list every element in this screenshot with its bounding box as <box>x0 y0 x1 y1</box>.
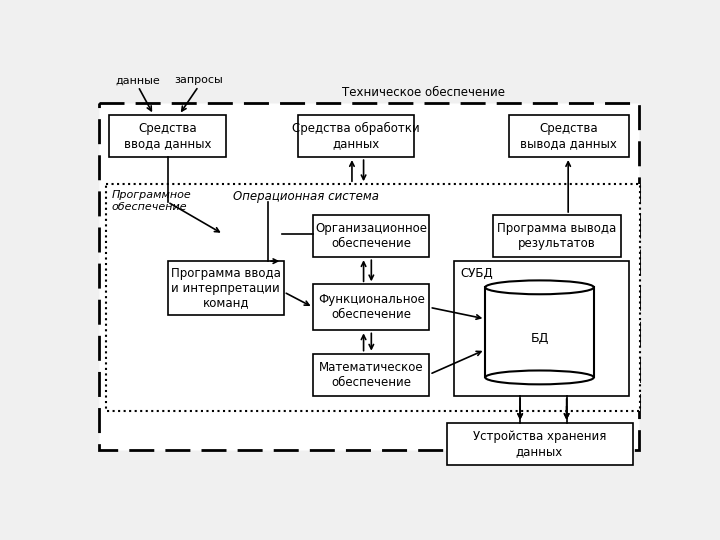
Text: Программа вывода
результатов: Программа вывода результатов <box>498 222 616 250</box>
Bar <box>493 215 621 257</box>
Bar <box>313 284 429 330</box>
Bar <box>485 286 594 289</box>
Text: БД: БД <box>531 332 549 345</box>
Text: Программное
обеспечение: Программное обеспечение <box>112 190 192 212</box>
Text: Средства
ввода данных: Средства ввода данных <box>124 122 211 150</box>
Text: Математическое
обеспечение: Математическое обеспечение <box>319 361 423 389</box>
Text: Организационное
обеспечение: Организационное обеспечение <box>315 222 428 250</box>
Bar <box>297 115 414 157</box>
Text: Функциональное
обеспечение: Функциональное обеспечение <box>318 293 425 321</box>
Bar <box>106 184 640 411</box>
Text: Техническое обеспечение: Техническое обеспечение <box>342 86 505 99</box>
Text: данные: данные <box>116 75 161 85</box>
Bar <box>313 354 429 396</box>
Text: Устройства хранения
данных: Устройства хранения данных <box>473 430 606 458</box>
Bar <box>99 103 639 450</box>
Bar <box>454 261 629 396</box>
Text: Средства обработки
данных: Средства обработки данных <box>292 122 420 150</box>
Ellipse shape <box>485 370 594 384</box>
Bar <box>446 423 632 465</box>
Bar <box>109 115 225 157</box>
Text: СУБД: СУБД <box>461 267 493 280</box>
Text: Средства
вывода данных: Средства вывода данных <box>520 122 617 150</box>
Text: запросы: запросы <box>174 75 223 85</box>
Ellipse shape <box>485 280 594 294</box>
Bar <box>313 215 429 257</box>
Text: Операционная система: Операционная система <box>233 190 379 203</box>
Bar <box>168 261 284 315</box>
Text: Программа ввода
и интерпретации
команд: Программа ввода и интерпретации команд <box>171 267 281 309</box>
Bar <box>508 115 629 157</box>
